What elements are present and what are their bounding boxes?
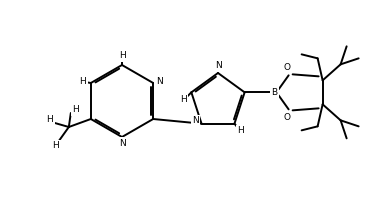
Text: H: H bbox=[72, 105, 79, 114]
Text: N: N bbox=[156, 78, 163, 87]
Text: H: H bbox=[52, 141, 59, 151]
Text: H: H bbox=[180, 95, 187, 104]
Text: H: H bbox=[79, 77, 86, 85]
Text: N: N bbox=[120, 139, 126, 147]
Text: N: N bbox=[192, 116, 199, 125]
Text: H: H bbox=[47, 115, 53, 125]
Text: N: N bbox=[215, 61, 222, 69]
Text: H: H bbox=[118, 52, 126, 61]
Text: H: H bbox=[237, 126, 244, 135]
Text: B: B bbox=[272, 88, 278, 97]
Text: O: O bbox=[283, 113, 290, 122]
Text: O: O bbox=[283, 63, 290, 72]
